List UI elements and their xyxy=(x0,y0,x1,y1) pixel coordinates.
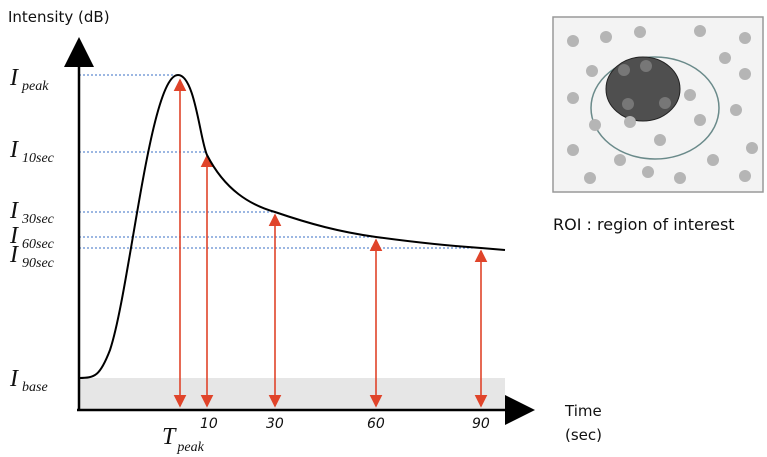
time-arrows xyxy=(173,78,488,408)
time-tick: 90 xyxy=(472,416,490,432)
intensity-label: I 60sec xyxy=(9,223,55,252)
guide-lines xyxy=(79,74,481,249)
intensity-label: I 90sec xyxy=(9,242,55,271)
particles xyxy=(567,25,758,184)
symbol: I xyxy=(9,366,19,392)
symbol: I xyxy=(9,65,19,91)
time-tick: 10 xyxy=(200,416,218,432)
symbol: I xyxy=(9,198,19,224)
symbol: I xyxy=(9,223,19,249)
x-axis-label: (sec) xyxy=(565,426,602,444)
subscript: 60sec xyxy=(22,237,55,252)
baseline-band xyxy=(79,378,505,410)
roi-caption: ROI : region of interest xyxy=(553,215,735,234)
time-tick: 60 xyxy=(367,416,385,432)
x-axis-label: Time xyxy=(564,402,602,420)
subscript: base xyxy=(22,380,48,395)
intensity-label: I 30sec xyxy=(9,198,55,227)
subscript: 10sec xyxy=(22,151,55,166)
subscript: 30sec xyxy=(21,212,55,227)
roi-outline xyxy=(590,56,720,160)
intensity-label: I 10sec xyxy=(9,137,55,166)
intensity-curve xyxy=(78,73,506,379)
subscript: peak xyxy=(176,440,204,455)
symbol: T xyxy=(162,424,177,450)
symbol: I xyxy=(9,242,19,268)
subscript: 90sec xyxy=(22,256,55,271)
subscript: peak xyxy=(21,79,49,94)
y-axis-label: Intensity (dB) xyxy=(8,8,110,26)
symbol: I xyxy=(9,137,19,163)
time-tick: 30 xyxy=(266,416,284,432)
